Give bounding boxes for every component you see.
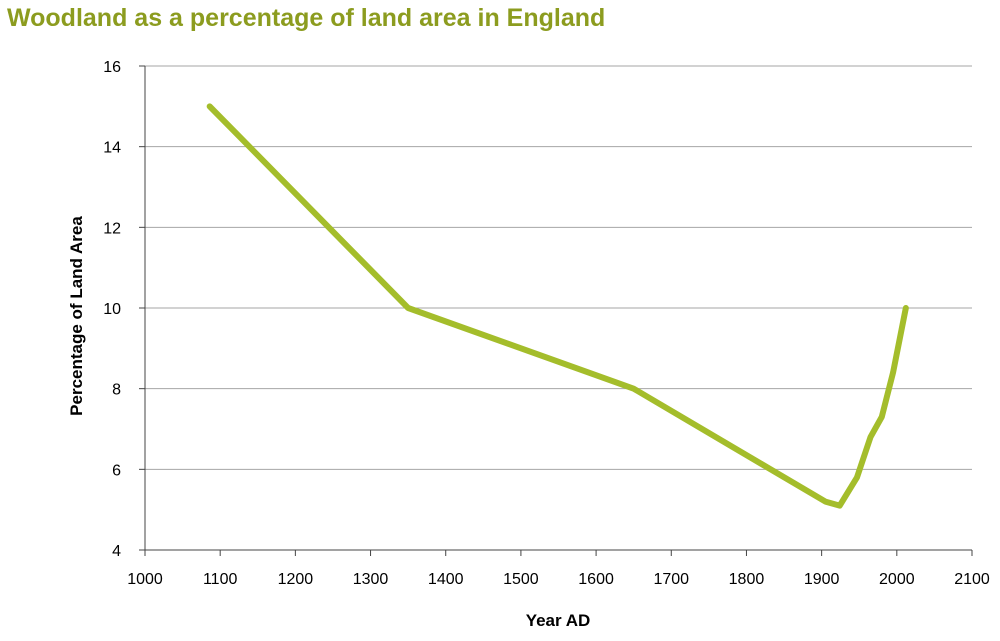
x-tick-label: 1200 [278,571,314,588]
y-tick-label: 12 [103,220,121,237]
x-tick-label: 2100 [954,571,990,588]
y-tick-label: 8 [112,382,121,399]
x-tick-label: 1100 [203,571,238,588]
woodland-series-line [206,103,909,509]
x-tick-label: 1700 [653,571,689,588]
y-axis-label: Percentage of Land Area [67,216,86,416]
y-tick-label: 10 [103,301,121,318]
x-tick-label: 1400 [428,571,464,588]
x-tick-label: 1900 [804,571,840,588]
chart-title: Woodland as a percentage of land area in… [7,4,606,32]
y-tick-label: 6 [112,462,121,479]
x-axis-label: Year AD [526,611,591,630]
y-tick-label: 4 [112,543,121,560]
y-tick-label: 16 [103,59,121,76]
x-tick-label: 1300 [353,571,389,588]
x-tick-label: 1500 [503,571,539,588]
x-tick-label: 2000 [879,571,915,588]
y-tick-label: 14 [103,140,121,157]
x-tick-label: 1000 [127,571,163,588]
x-tick-label: 1800 [729,571,765,588]
x-tick-label: 1600 [578,571,614,588]
